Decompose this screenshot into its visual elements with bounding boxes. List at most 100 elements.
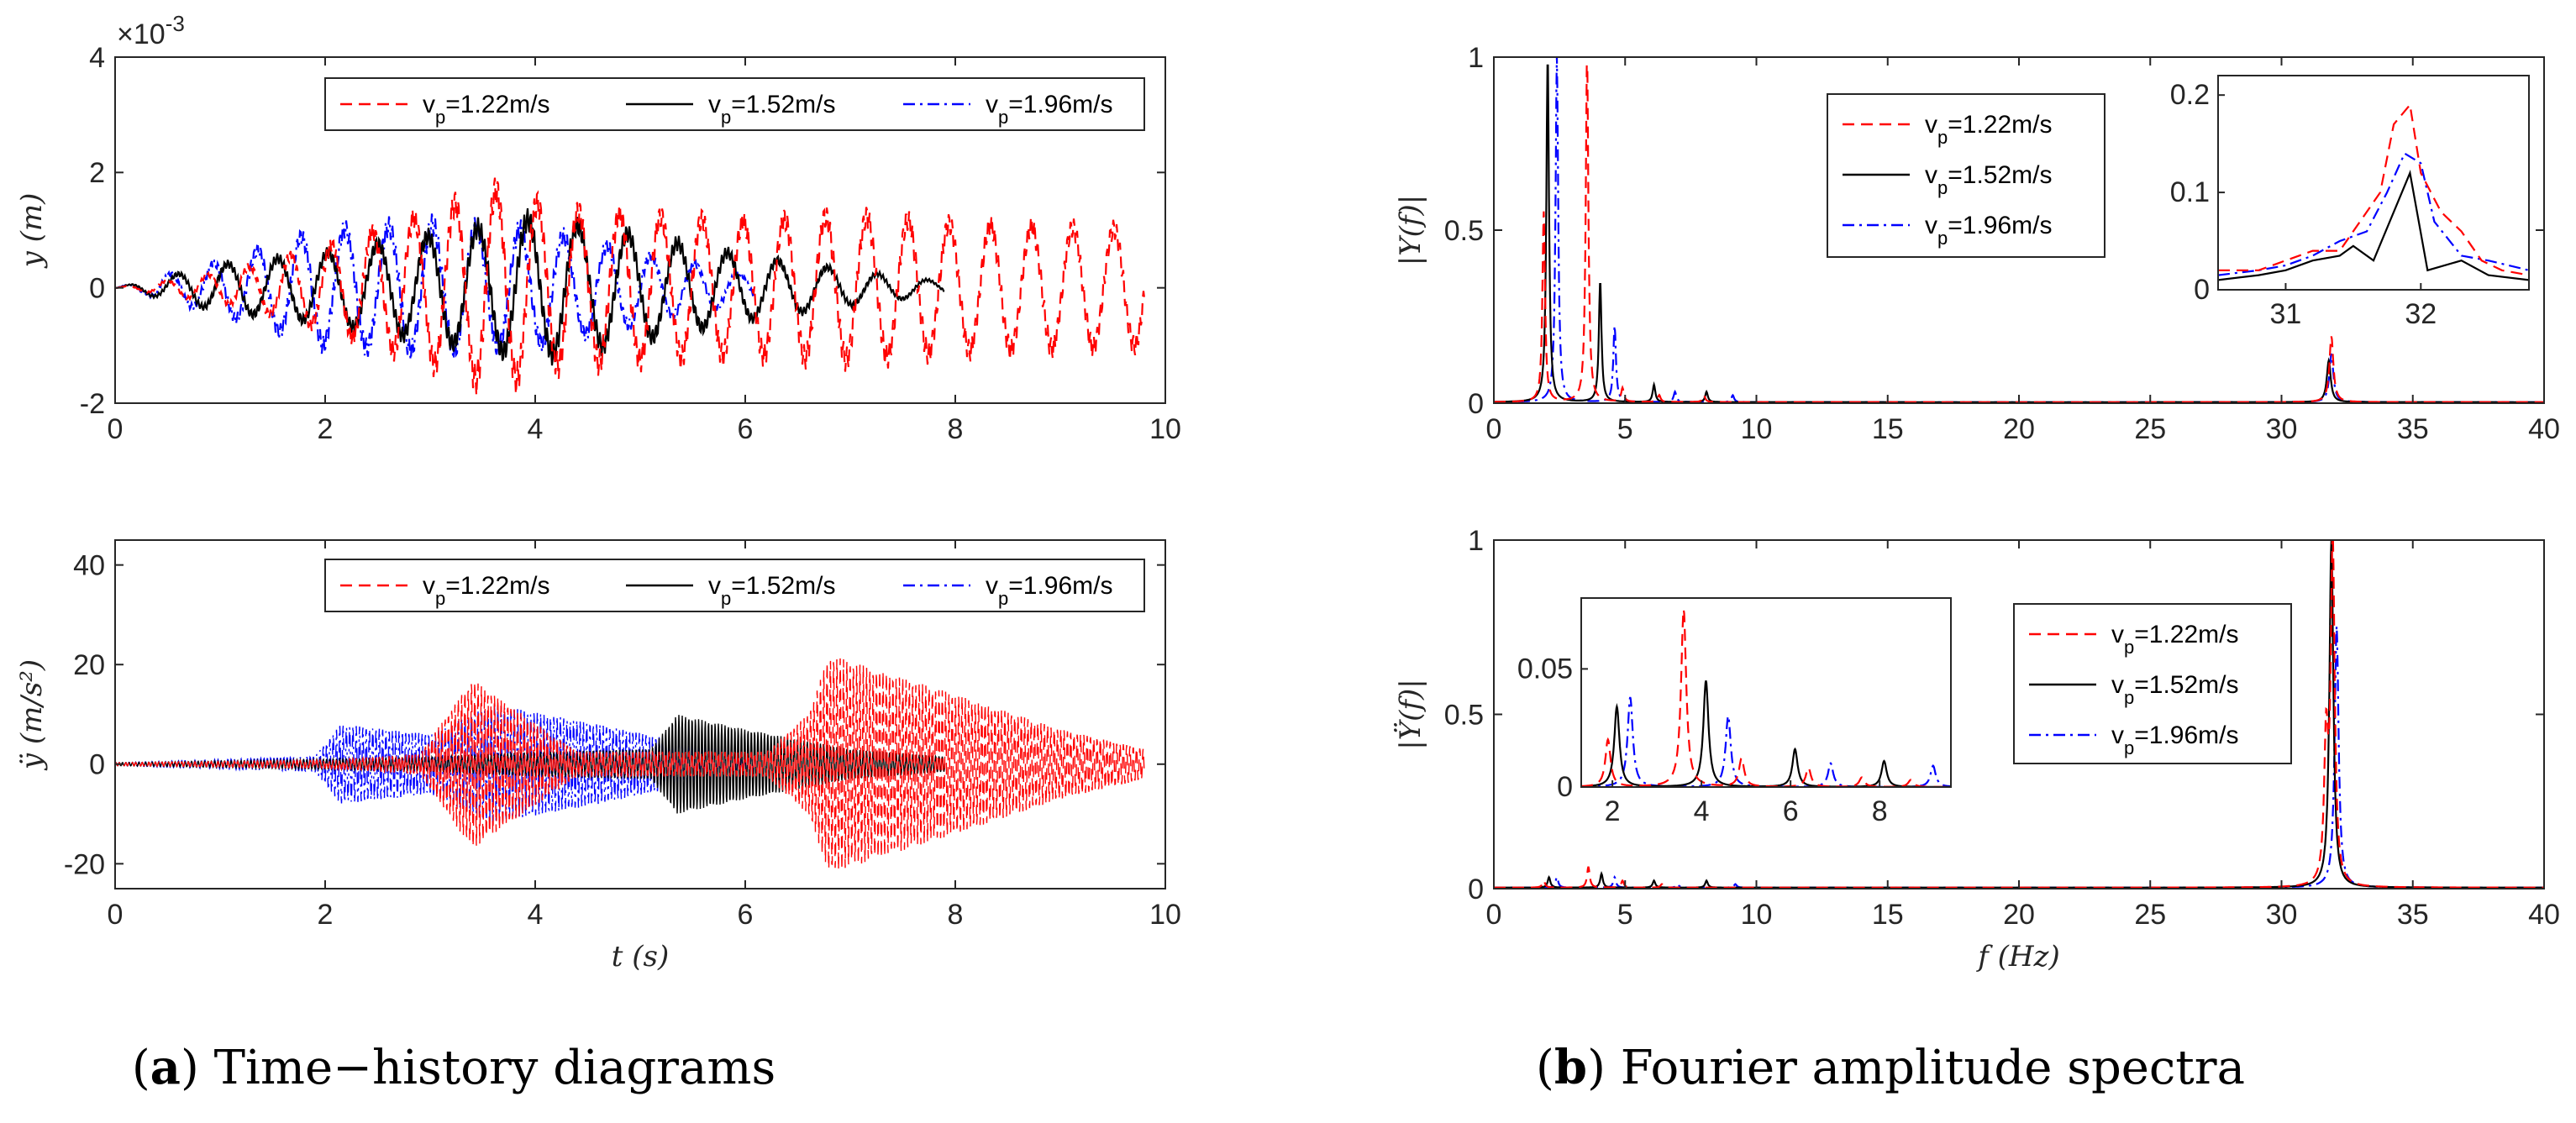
y-axis-label: |Y(f)| — [1394, 195, 1427, 265]
x-tick-label: 15 — [1872, 413, 1904, 445]
inset-y-tick-label: 0.1 — [2170, 176, 2210, 208]
x-tick-label: 8 — [948, 413, 964, 445]
legend-label: vp=1.96m/s — [2111, 722, 2238, 758]
y-tick-label: 4 — [89, 42, 105, 74]
x-tick-label: 15 — [1872, 899, 1904, 931]
y-axis-label: |Ÿ(f)| — [1394, 679, 1427, 749]
x-tick-label: 25 — [2134, 899, 2166, 931]
y-axis-label: y (m) — [15, 193, 49, 270]
inset-axes: 31 32 0 0.1 0.2 — [2170, 75, 2530, 330]
x-tick-label: 4 — [528, 899, 544, 931]
inset-y-tick-label: 0.05 — [1517, 653, 1573, 685]
x-tick-label: 10 — [1741, 899, 1773, 931]
x-tick-label: 2 — [318, 413, 334, 445]
axes-frame — [114, 539, 1166, 889]
y-tick-label: 40 — [73, 550, 105, 582]
y-tick-label: 0 — [1468, 874, 1484, 905]
legend-label: vp=1.22m/s — [423, 91, 549, 128]
x-tick-label: 5 — [1617, 899, 1633, 931]
x-tick-label: 30 — [2266, 899, 2298, 931]
x-tick-label: 0 — [108, 413, 124, 445]
inset-series-line — [2218, 102, 2529, 276]
inset-frame — [2217, 75, 2530, 291]
legend-label: vp=1.52m/s — [708, 91, 835, 128]
series-line — [115, 177, 1146, 396]
legend-label: vp=1.52m/s — [2111, 671, 2238, 708]
inset-x-tick-label: 4 — [1694, 795, 1710, 827]
inset-x-tick-label: 32 — [2405, 298, 2437, 330]
legend-label: vp=1.22m/s — [1925, 111, 2052, 148]
caption-a-text: Time−history diagrams — [214, 1041, 776, 1095]
y-tick-label: 1 — [1468, 42, 1484, 74]
x-tick-label: 4 — [528, 413, 544, 445]
inset-area — [2218, 76, 2529, 290]
inset-x-tick-label: 2 — [1605, 795, 1621, 827]
caption-b-letter: b — [1554, 1040, 1587, 1095]
x-tick-label: 0 — [108, 899, 124, 931]
legend-label: vp=1.96m/s — [986, 91, 1112, 128]
y-tick-label: 2 — [89, 157, 105, 189]
x-tick-label: 30 — [2266, 413, 2298, 445]
x-tick-label: 10 — [1741, 413, 1773, 445]
caption-a: (a) Time−history diagrams — [132, 1040, 775, 1095]
inset-x-tick-label: 8 — [1872, 795, 1888, 827]
legend-label: vp=1.22m/s — [2111, 621, 2238, 658]
caption-b: (b) Fourier amplitude spectra — [1536, 1040, 2245, 1095]
y-tick-label: 20 — [73, 649, 105, 681]
x-tick-label: 35 — [2397, 413, 2429, 445]
y-tick-label: 0.5 — [1444, 699, 1484, 731]
x-tick-label: 35 — [2397, 899, 2429, 931]
y-tick-label: 0 — [89, 273, 105, 305]
x-tick-label: 8 — [948, 899, 964, 931]
legend-label: vp=1.96m/s — [1925, 212, 2052, 249]
inset-y-tick-label: 0 — [2194, 274, 2210, 306]
x-tick-label: 20 — [2003, 413, 2035, 445]
legend-label: vp=1.52m/s — [1925, 161, 2052, 198]
inset-series-line — [2218, 152, 2529, 276]
caption-a-letter: a — [150, 1040, 181, 1095]
inset-frame — [1580, 597, 1952, 788]
inset-area — [1581, 598, 1951, 787]
x-axis-label: f (Hz) — [1975, 940, 2059, 973]
legend-label: vp=1.96m/s — [986, 572, 1112, 609]
legend-box — [1827, 93, 2105, 258]
legend-label: vp=1.22m/s — [423, 572, 549, 609]
x-tick-label: 0 — [1486, 899, 1502, 931]
panel-b-top: 0 5 10 15 20 25 30 35 40 0 0.5 1 |Y(f)| vp=1.22m/s vp=… — [1394, 42, 2560, 445]
x-tick-label: 2 — [318, 899, 334, 931]
y-tick-label: 0 — [89, 749, 105, 781]
x-axis-label: t (s) — [612, 940, 669, 973]
x-tick-label: 10 — [1149, 413, 1181, 445]
axes-frame — [114, 56, 1166, 404]
y-tick-label: -2 — [80, 388, 105, 420]
y-tick-label: 0 — [1468, 388, 1484, 420]
caption-b-text: Fourier amplitude spectra — [1621, 1041, 2245, 1095]
x-tick-label: 40 — [2528, 899, 2560, 931]
x-tick-label: 10 — [1149, 899, 1181, 931]
y-tick-label: 0.5 — [1444, 215, 1484, 247]
inset-series-group — [2218, 102, 2529, 281]
inset-series-line — [2218, 170, 2529, 281]
inset-y-tick-label: 0.2 — [2170, 79, 2210, 111]
x-tick-label: 6 — [738, 413, 754, 445]
series-group — [115, 658, 1145, 870]
inset-x-tick-label: 6 — [1783, 795, 1799, 827]
x-tick-label: 5 — [1617, 413, 1633, 445]
series-line — [115, 213, 757, 360]
inset-y-tick-label: 0 — [1557, 771, 1573, 803]
inset-axes: 2 4 6 8 0 0.05 — [1517, 597, 1952, 827]
x-tick-label: 25 — [2134, 413, 2166, 445]
y-tick-label: 1 — [1468, 525, 1484, 557]
x-tick-label: 0 — [1486, 413, 1502, 445]
y-multiplier: ×10-3 — [117, 11, 185, 50]
legend-label: vp=1.52m/s — [708, 572, 835, 609]
y-axis-label: ÿ (m/s²) — [15, 659, 49, 771]
series-line — [115, 658, 1145, 870]
y-tick-label: -20 — [64, 848, 105, 880]
inset-x-tick-label: 31 — [2270, 298, 2302, 330]
legend-box — [324, 77, 1145, 131]
